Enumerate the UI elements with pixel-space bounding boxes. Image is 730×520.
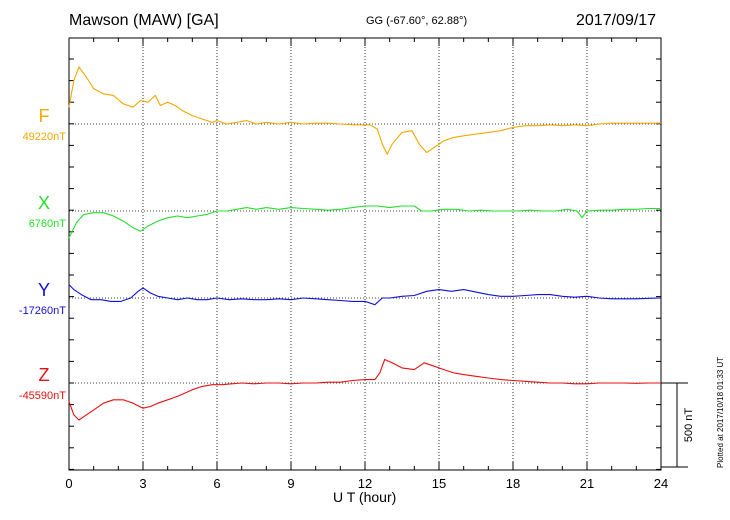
series-line-f [68, 66, 661, 155]
plotted-timestamp: Plotted at 2017/10/18 01:33 UT [716, 356, 725, 468]
station-title: Mawson (MAW) [GA] [69, 12, 219, 29]
plot-date: 2017/09/17 [576, 12, 657, 29]
component-label-f: F [38, 106, 50, 126]
x-tick-label: 12 [358, 476, 372, 491]
series-line-z [68, 358, 661, 421]
x-tick-label: 15 [432, 476, 446, 491]
x-tick-label: 24 [654, 476, 668, 491]
x-tick-label: 6 [213, 476, 220, 491]
series-line-x [68, 205, 661, 239]
baseline-value-f: 49220nT [22, 131, 66, 143]
scale-bar-label: 500 nT [683, 408, 695, 443]
x-tick-label: 21 [580, 476, 594, 491]
component-label-z: Z [38, 365, 50, 385]
baseline-value-z: -45590nT [18, 390, 66, 402]
x-tick-label: 0 [65, 476, 72, 491]
geographic-coordinates: GG (-67.60°, 62.88°) [366, 15, 468, 27]
x-tick-label: 18 [506, 476, 520, 491]
x-axis-label: U T (hour) [333, 489, 397, 505]
baseline-value-y: -17260nT [18, 305, 66, 317]
component-label-x: X [37, 193, 50, 213]
baseline-value-x: 6760nT [28, 218, 66, 230]
x-tick-label: 3 [139, 476, 146, 491]
series-line-y [68, 284, 662, 306]
x-tick-label: 9 [287, 476, 294, 491]
component-label-y: Y [37, 280, 50, 300]
